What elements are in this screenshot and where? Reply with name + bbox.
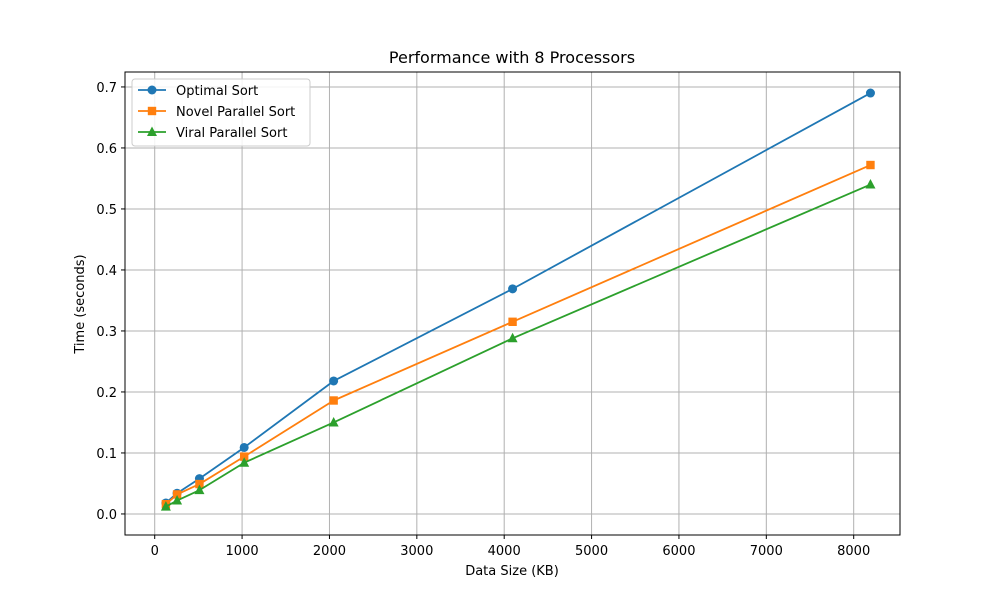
data-point (508, 317, 517, 327)
series-2 (160, 179, 876, 511)
x-tick-label: 5000 (575, 544, 608, 559)
data-point (239, 452, 249, 461)
y-tick-label: 0.7 (96, 81, 117, 96)
data-point (172, 490, 182, 499)
x-tick-label: 8000 (837, 544, 870, 559)
data-point (160, 501, 171, 511)
legend-marker (147, 106, 157, 116)
series-lines (160, 88, 876, 511)
data-point (328, 416, 339, 427)
legend: Optimal Sort Novel Parallel Sort Viral P… (131, 78, 311, 147)
x-tick-label: 0 (151, 544, 159, 559)
y-axis-label: Time (seconds) (73, 254, 88, 354)
data-point (865, 179, 876, 189)
x-tick-label: 7000 (750, 544, 783, 559)
legend-label-viral-parallel-sort: Viral Parallel Sort (176, 126, 287, 141)
y-tick-label: 0.2 (96, 386, 117, 401)
y-tick-label: 0.0 (96, 508, 117, 523)
data-point (239, 442, 249, 452)
data-point (329, 396, 338, 405)
y-tick-label: 0.4 (96, 264, 117, 279)
data-point (194, 484, 205, 495)
data-point (172, 495, 183, 505)
y-tick-label: 0.3 (96, 325, 117, 340)
data-point (329, 376, 339, 386)
legend-label-optimal-sort: Optimal Sort (176, 84, 258, 99)
data-point (866, 160, 875, 170)
data-point (508, 284, 518, 294)
x-tick-label: 6000 (662, 544, 695, 559)
axis-ticks: 0 1000 2000 3000 4000 5000 6000 7000 8000 0.0 0.1 0… (96, 81, 870, 559)
data-point (507, 332, 518, 343)
chart-title: Performance with 8 Processors (389, 48, 635, 67)
legend-marker (147, 126, 157, 136)
x-tick-label: 4000 (488, 544, 521, 559)
legend-marker (147, 85, 157, 95)
x-tick-label: 2000 (313, 544, 346, 559)
x-tick-label: 1000 (226, 544, 259, 559)
y-tick-label: 0.6 (96, 142, 117, 157)
legend-label-novel-parallel-sort: Novel Parallel Sort (176, 105, 295, 120)
y-tick-label: 0.5 (96, 203, 117, 218)
data-point (239, 457, 250, 467)
data-point (195, 479, 204, 489)
legend-box (131, 78, 311, 147)
y-tick-label: 0.1 (96, 447, 117, 462)
x-axis-label: Data Size (KB) (465, 564, 559, 579)
legend-markers (138, 85, 166, 136)
data-point (865, 88, 875, 98)
plot-area-frame (124, 71, 901, 536)
x-tick-label: 3000 (400, 544, 433, 559)
